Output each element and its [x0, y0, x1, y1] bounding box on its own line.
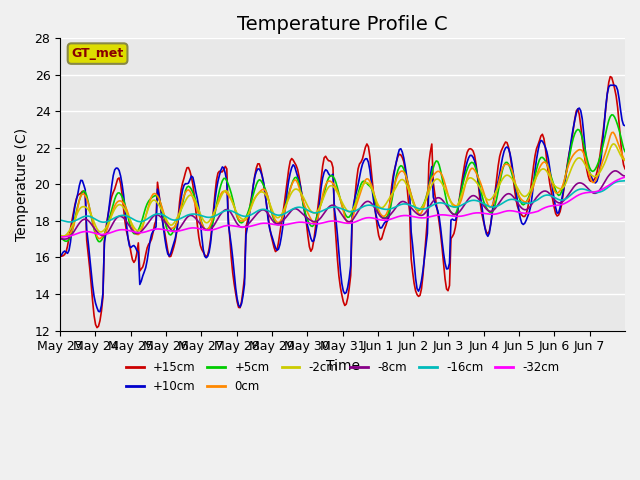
-32cm	[621, 174, 629, 180]
-2cm	[95, 228, 102, 234]
-16cm	[618, 178, 626, 184]
-32cm	[543, 204, 550, 210]
Line: +5cm: +5cm	[60, 115, 625, 242]
Legend: +15cm, +10cm, +5cm, 0cm, -2cm, -8cm, -16cm, -32cm: +15cm, +10cm, +5cm, 0cm, -2cm, -8cm, -16…	[121, 356, 564, 397]
+10cm	[545, 156, 552, 162]
Line: 0cm: 0cm	[60, 132, 625, 239]
-16cm	[56, 217, 64, 223]
-8cm	[460, 202, 468, 208]
-8cm	[620, 173, 627, 179]
-16cm	[460, 201, 468, 206]
Line: -16cm: -16cm	[60, 181, 625, 222]
+15cm	[95, 324, 102, 329]
+10cm	[56, 253, 64, 259]
-2cm	[77, 205, 84, 211]
+5cm	[93, 236, 101, 242]
-8cm	[621, 173, 629, 179]
+10cm	[607, 83, 614, 88]
+10cm	[460, 171, 468, 177]
+15cm	[620, 162, 627, 168]
-32cm	[76, 230, 83, 236]
+15cm	[621, 166, 629, 172]
+5cm	[620, 145, 627, 151]
-8cm	[61, 236, 68, 242]
-16cm	[76, 216, 83, 222]
-8cm	[611, 168, 618, 174]
+15cm	[460, 164, 468, 169]
0cm	[609, 130, 617, 135]
+5cm	[76, 198, 83, 204]
+10cm	[348, 212, 356, 217]
+10cm	[76, 183, 83, 189]
X-axis label: Time: Time	[326, 359, 360, 373]
-32cm	[617, 176, 625, 181]
+10cm	[93, 305, 101, 311]
Line: -8cm: -8cm	[60, 171, 625, 239]
0cm	[460, 186, 468, 192]
+5cm	[460, 176, 468, 181]
+15cm	[56, 253, 64, 259]
-2cm	[56, 232, 64, 238]
+15cm	[348, 218, 356, 224]
Line: +10cm: +10cm	[60, 85, 625, 312]
0cm	[96, 236, 104, 241]
-8cm	[95, 230, 102, 236]
-8cm	[545, 190, 552, 195]
-16cm	[93, 217, 101, 223]
Y-axis label: Temperature (C): Temperature (C)	[15, 128, 29, 241]
-16cm	[545, 192, 552, 198]
Line: +15cm: +15cm	[60, 77, 625, 328]
0cm	[348, 216, 356, 222]
0cm	[545, 165, 552, 171]
Line: -32cm: -32cm	[60, 177, 625, 237]
+15cm	[76, 192, 83, 197]
-2cm	[609, 141, 617, 147]
-8cm	[348, 217, 356, 223]
0cm	[93, 233, 101, 239]
+15cm	[93, 325, 101, 331]
+10cm	[620, 122, 627, 128]
Text: GT_met: GT_met	[72, 47, 124, 60]
+15cm	[607, 74, 614, 80]
+5cm	[96, 239, 104, 245]
Title: Temperature Profile C: Temperature Profile C	[237, 15, 448, 34]
+5cm	[621, 149, 629, 155]
0cm	[620, 156, 627, 161]
-2cm	[545, 171, 552, 177]
0cm	[76, 197, 83, 203]
-16cm	[621, 178, 629, 184]
+5cm	[545, 165, 552, 170]
-16cm	[99, 219, 107, 225]
-16cm	[348, 209, 356, 215]
-8cm	[77, 218, 84, 224]
Line: -2cm: -2cm	[60, 144, 625, 236]
-2cm	[348, 207, 356, 213]
-2cm	[60, 233, 67, 239]
+10cm	[96, 309, 104, 314]
-32cm	[56, 234, 64, 240]
+10cm	[621, 123, 629, 129]
+5cm	[56, 235, 64, 240]
-2cm	[621, 157, 629, 163]
-32cm	[459, 213, 467, 219]
-32cm	[93, 231, 101, 237]
-2cm	[620, 156, 627, 162]
+5cm	[608, 112, 616, 118]
-2cm	[460, 184, 468, 190]
-32cm	[347, 220, 355, 226]
+5cm	[348, 209, 356, 215]
0cm	[621, 157, 629, 163]
0cm	[56, 235, 64, 240]
+15cm	[545, 170, 552, 176]
-8cm	[56, 236, 64, 242]
